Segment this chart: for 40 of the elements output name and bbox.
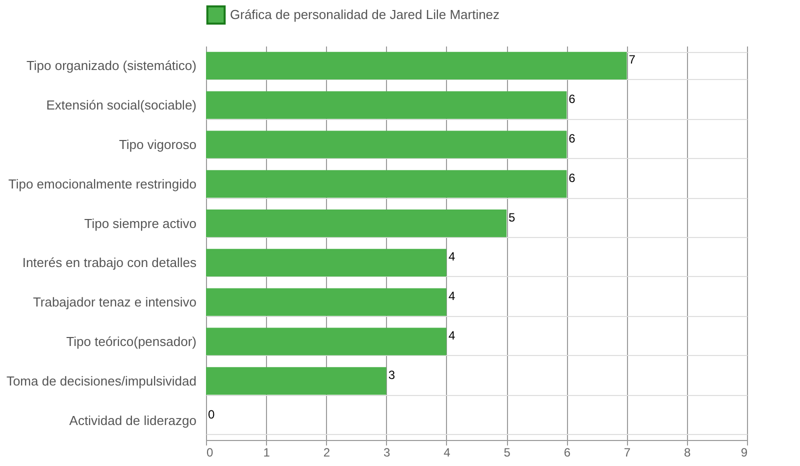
y-tick-label: Trabajador tenaz e intensivo <box>32 294 196 310</box>
y-tick-label: Tipo emocionalmente restringido <box>8 176 196 192</box>
data-label: 6 <box>568 170 576 185</box>
data-label: 7 <box>628 52 636 67</box>
data-label: 4 <box>448 250 456 264</box>
x-tick-label: 8 <box>684 446 692 460</box>
x-tick-label: 5 <box>504 446 511 460</box>
legend-label: Gráfica de personalidad de Jared Lile Martinez <box>230 7 500 22</box>
x-tick-label: 1 <box>263 446 270 460</box>
x-tick-label: 7 <box>624 446 631 460</box>
data-label: 4 <box>448 328 456 342</box>
y-tick-label: Tipo vigoroso <box>118 137 196 152</box>
y-tick-label: Toma de decisiones/impulsividad <box>6 373 196 388</box>
x-tick-label: 2 <box>323 446 330 460</box>
y-tick-label: Interés en trabajo con detalles <box>22 255 197 270</box>
bar <box>206 367 386 395</box>
data-label: 4 <box>448 289 456 304</box>
bar <box>206 210 507 238</box>
bar <box>206 91 567 119</box>
y-tick-label: Tipo organizado (sistemático) <box>26 58 196 74</box>
bar <box>206 52 627 80</box>
x-tick-label: 9 <box>740 446 748 460</box>
bar <box>206 170 567 198</box>
x-tick-label: 3 <box>383 446 390 460</box>
bar <box>206 288 446 316</box>
bar <box>206 328 446 356</box>
y-tick-label: Tipo siempre activo <box>84 216 196 231</box>
data-label: 3 <box>388 368 396 382</box>
data-label: 5 <box>508 210 516 224</box>
x-tick-label: 6 <box>564 446 571 460</box>
y-tick-label: Extensión social(sociable) <box>46 98 196 113</box>
x-tick-label: 0 <box>206 446 214 460</box>
y-tick-label: Actividad de liderazgo <box>69 412 196 428</box>
y-tick-label: Tipo teórico(pensador) <box>66 334 196 349</box>
data-label: 6 <box>568 132 576 146</box>
data-label: 6 <box>568 92 576 106</box>
bar <box>206 130 567 158</box>
bar <box>206 248 446 276</box>
data-label: 0 <box>208 407 215 422</box>
x-tick-label: 4 <box>444 446 451 460</box>
